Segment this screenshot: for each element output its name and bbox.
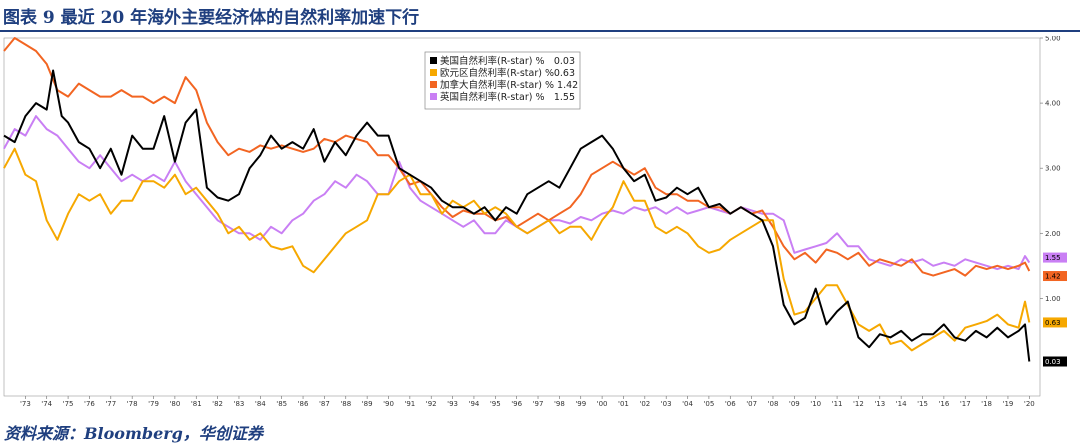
x-tick-label: '79 — [148, 400, 159, 408]
x-tick-label: '90 — [383, 400, 394, 408]
x-tick-label: '77 — [105, 400, 116, 408]
x-tick-label: '00 — [597, 400, 608, 408]
end-value-tag-bg — [1043, 317, 1067, 328]
series-line-2 — [3, 37, 1031, 277]
legend-swatch-3 — [430, 93, 437, 100]
source-note: 资料来源：Bloomberg，华创证券 — [4, 424, 263, 443]
y-tick-label: 4.00 — [1045, 100, 1061, 108]
x-tick-label: '88 — [340, 400, 351, 408]
end-value-tag-bg — [1043, 252, 1067, 263]
x-tick-label: '92 — [426, 400, 437, 408]
x-tick-label: '15 — [917, 400, 928, 408]
legend-swatch-2 — [430, 81, 437, 88]
x-tick-label: '84 — [255, 400, 266, 408]
y-tick-label: 3.00 — [1045, 165, 1061, 173]
plot-frame — [3, 37, 1041, 397]
x-tick-label: '13 — [874, 400, 885, 408]
y-tick-label: 1.00 — [1045, 295, 1061, 303]
series-line-3 — [3, 115, 1031, 271]
x-tick-label: '04 — [682, 400, 693, 408]
x-tick-label: '80 — [169, 400, 180, 408]
x-tick-label: '76 — [84, 400, 95, 408]
x-tick-label: '07 — [746, 400, 757, 408]
x-tick-label: '89 — [362, 400, 373, 408]
x-tick-label: '08 — [768, 400, 779, 408]
x-tick-label: '86 — [298, 400, 309, 408]
end-value-tag-0: 0.03 — [1043, 356, 1067, 367]
end-value-tag-2: 1.42 — [1043, 271, 1067, 282]
line-chart: 5.00 4.00 3.00 2.00 1.00 '73 '74 '75 '76 '77 '78 '7… — [3, 36, 1067, 408]
x-tick-label: '09 — [789, 400, 800, 408]
x-tick-label: '75 — [63, 400, 74, 408]
x-tick-label: '03 — [661, 400, 672, 408]
x-tick-label: '02 — [639, 400, 650, 408]
x-tick-label: '12 — [853, 400, 864, 408]
legend-box — [424, 51, 581, 110]
legend-swatch-1 — [430, 69, 437, 76]
legend-swatch-0 — [430, 57, 437, 64]
x-tick-label: '87 — [319, 400, 330, 408]
x-tick-label: '85 — [276, 400, 287, 408]
x-tick-label: '06 — [725, 400, 736, 408]
x-tick-label: '74 — [41, 400, 52, 408]
end-value-tag-label: 1.55 — [1045, 254, 1061, 262]
legend-label-0: 美国自然利率(R-star) % — [440, 55, 545, 67]
x-tick-label: '73 — [20, 400, 31, 408]
x-tick-label: '96 — [511, 400, 522, 408]
x-tick-label: '18 — [981, 400, 992, 408]
legend-value-3: 1.55 — [554, 92, 575, 103]
legend-value-0: 0.03 — [554, 56, 575, 67]
x-tick-label: '19 — [1003, 400, 1014, 408]
y-tick-label: 2.00 — [1045, 230, 1061, 238]
x-tick-label: '10 — [810, 400, 821, 408]
x-tick-label: '01 — [618, 400, 629, 408]
y-tick-label: 5.00 — [1045, 36, 1061, 43]
x-tick-label: '11 — [832, 400, 843, 408]
x-tick-label: '81 — [191, 400, 202, 408]
x-tick-label: '17 — [960, 400, 971, 408]
x-tick-label: '14 — [896, 400, 907, 408]
x-tick-label: '05 — [703, 400, 714, 408]
legend-label-3: 英国自然利率(R-star) % — [440, 91, 545, 103]
end-value-tag-1: 0.63 — [1043, 317, 1067, 328]
end-value-tag-label: 0.03 — [1045, 358, 1061, 366]
x-tick-label: '78 — [127, 400, 138, 408]
x-tick-label: '97 — [533, 400, 544, 408]
end-value-tag-bg — [1043, 356, 1067, 367]
x-tick-label: '93 — [447, 400, 458, 408]
x-tick-label: '99 — [575, 400, 586, 408]
end-value-tag-label: 0.63 — [1045, 319, 1061, 327]
x-tick-label: '95 — [490, 400, 501, 408]
x-tick-label: '16 — [938, 400, 949, 408]
x-tick-label: '83 — [234, 400, 245, 408]
end-value-tag-label: 1.42 — [1045, 273, 1061, 281]
chart-title: 图表 9 最近 20 年海外主要经济体的自然利率加速下行 — [3, 8, 420, 28]
series-line-1 — [3, 147, 1031, 352]
legend-label-1: 欧元区自然利率(R-star) % — [440, 67, 554, 79]
x-tick-label: '91 — [404, 400, 415, 408]
x-tick-label: '20 — [1024, 400, 1035, 408]
x-tick-label: '98 — [554, 400, 565, 408]
legend-value-1: 0.63 — [554, 68, 575, 79]
x-tick-label: '82 — [212, 400, 223, 408]
end-value-tag-3: 1.55 — [1043, 252, 1067, 263]
title-rule — [0, 30, 1080, 32]
end-value-tag-bg — [1043, 271, 1067, 282]
x-tick-label: '94 — [469, 400, 480, 408]
series-line-0 — [3, 69, 1031, 362]
plot-area: 5.00 4.00 3.00 2.00 1.00 '73 '74 '75 '76 '77 '78 '7… — [3, 36, 1067, 408]
legend-label-2: 加拿大自然利率(R-star) % 1.42 — [440, 79, 578, 91]
